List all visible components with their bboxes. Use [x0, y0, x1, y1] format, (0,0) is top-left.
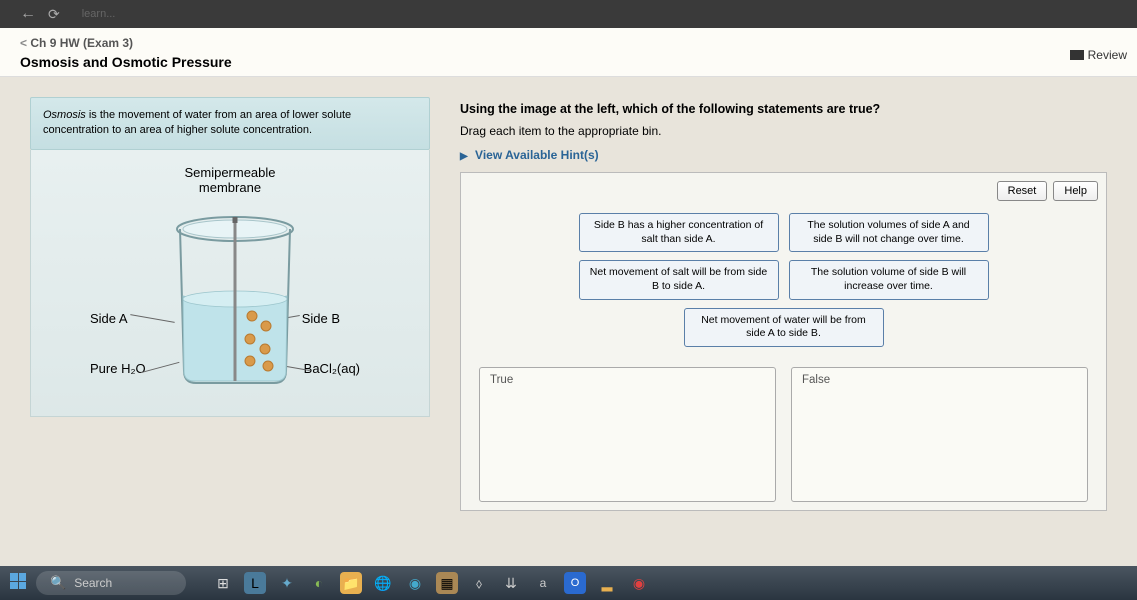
app-icon[interactable]: L: [244, 572, 266, 594]
app-icon-3[interactable]: ▦: [436, 572, 458, 594]
content-area: Osmosis is the movement of water from an…: [0, 77, 1137, 531]
app-icon-4[interactable]: ⬨: [468, 572, 490, 594]
drag-item[interactable]: Net movement of water will be from side …: [684, 308, 884, 347]
true-bin[interactable]: True: [479, 367, 776, 502]
folder-icon[interactable]: ▂: [596, 572, 618, 594]
chrome-icon[interactable]: 🌐: [372, 572, 394, 594]
pure-h2o-label: Pure H₂O: [90, 361, 146, 376]
drag-item[interactable]: The solution volumes of side A and side …: [789, 213, 989, 252]
drag-item[interactable]: Net movement of salt will be from side B…: [579, 260, 779, 299]
drag-item[interactable]: Side B has a higher concentration of sal…: [579, 213, 779, 252]
true-bin-label: True: [490, 374, 765, 386]
taskview-icon[interactable]: ⊞: [212, 572, 234, 594]
right-panel: Using the image at the left, which of th…: [460, 97, 1107, 511]
left-panel: Osmosis is the movement of water from an…: [30, 97, 430, 511]
browser-toolbar: ← ⟳ learn...: [0, 0, 1137, 28]
breadcrumb[interactable]: < Ch 9 HW (Exam 3): [20, 36, 1117, 50]
breadcrumb-text: Ch 9 HW (Exam 3): [30, 36, 133, 50]
url-hint: learn...: [82, 8, 116, 20]
taskbar-search[interactable]: 🔍 Search: [36, 571, 186, 595]
bins-row: True False: [469, 367, 1098, 502]
definition-term: Osmosis: [43, 109, 86, 121]
search-placeholder: Search: [74, 576, 112, 590]
taskbar-icons: ⊞ L ✦ ◐ 📁 🌐 ◉ ▦ ⬨ ⇊ a O ▂ ◉: [212, 572, 650, 594]
explorer-icon[interactable]: 📁: [340, 572, 362, 594]
start-button[interactable]: [10, 573, 30, 593]
review-link[interactable]: Review: [1070, 48, 1127, 62]
help-button[interactable]: Help: [1053, 181, 1098, 201]
caret-right-icon: ▶: [460, 151, 468, 162]
bacl2-label: BaCl₂(aq): [304, 361, 360, 376]
search-icon: 🔍: [50, 575, 66, 591]
side-b-label: Side B: [302, 311, 340, 326]
instruction-text: Drag each item to the appropriate bin.: [460, 124, 1107, 138]
copilot-icon[interactable]: ✦: [276, 572, 298, 594]
windows-icon: [10, 573, 26, 589]
question-text: Using the image at the left, which of th…: [460, 102, 1107, 116]
record-icon[interactable]: ◉: [628, 572, 650, 594]
definition-box: Osmosis is the movement of water from an…: [30, 97, 430, 150]
line-side-a: [130, 314, 174, 323]
membrane-label: Semipermeable membrane: [51, 165, 409, 195]
breadcrumb-back-icon: <: [20, 36, 27, 50]
action-buttons: Reset Help: [469, 181, 1098, 201]
refresh-icon[interactable]: ⟳: [48, 6, 60, 23]
hints-label: View Available Hint(s): [475, 148, 599, 162]
back-icon[interactable]: ←: [20, 5, 36, 23]
false-bin[interactable]: False: [791, 367, 1088, 502]
items-pool: Side B has a higher concentration of sal…: [469, 213, 1098, 347]
side-a-label: Side A: [90, 311, 128, 326]
page-title: Osmosis and Osmotic Pressure: [20, 54, 1117, 70]
outlook-icon[interactable]: O: [564, 572, 586, 594]
beaker-svg: [170, 211, 300, 391]
hints-toggle[interactable]: ▶ View Available Hint(s): [460, 148, 1107, 162]
edge-icon[interactable]: ◉: [404, 572, 426, 594]
definition-text: is the movement of water from an area of…: [43, 109, 351, 136]
page-header: < Ch 9 HW (Exam 3) Osmosis and Osmotic P…: [0, 28, 1137, 77]
false-bin-label: False: [802, 374, 1077, 386]
app-icon-2[interactable]: ◐: [308, 572, 330, 594]
app-icon-5[interactable]: a: [532, 572, 554, 594]
sorting-area: Reset Help Side B has a higher concentra…: [460, 172, 1107, 511]
reset-button[interactable]: Reset: [997, 181, 1048, 201]
dropbox-icon[interactable]: ⇊: [500, 572, 522, 594]
review-text: Review: [1088, 48, 1127, 62]
taskbar: 🔍 Search ⊞ L ✦ ◐ 📁 🌐 ◉ ▦ ⬨ ⇊ a O ▂ ◉: [0, 566, 1137, 600]
diagram-area: Semipermeable membrane Side A Side B Pur…: [30, 150, 430, 417]
flag-icon: [1070, 50, 1084, 60]
beaker-diagram: Side A Side B Pure H₂O BaCl₂(aq): [90, 201, 370, 391]
drag-item[interactable]: The solution volume of side B will incre…: [789, 260, 989, 299]
